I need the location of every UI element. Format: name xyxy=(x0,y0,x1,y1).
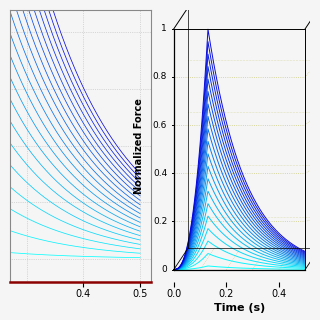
Text: 1: 1 xyxy=(162,24,167,33)
Text: 0.2: 0.2 xyxy=(153,217,167,226)
Text: 0: 0 xyxy=(162,265,167,274)
Y-axis label: Normalized Force: Normalized Force xyxy=(133,98,143,194)
Text: 0.4: 0.4 xyxy=(153,169,167,178)
Text: 0.8: 0.8 xyxy=(153,73,167,82)
X-axis label: Time (s): Time (s) xyxy=(214,303,265,313)
Text: 0.6: 0.6 xyxy=(153,121,167,130)
